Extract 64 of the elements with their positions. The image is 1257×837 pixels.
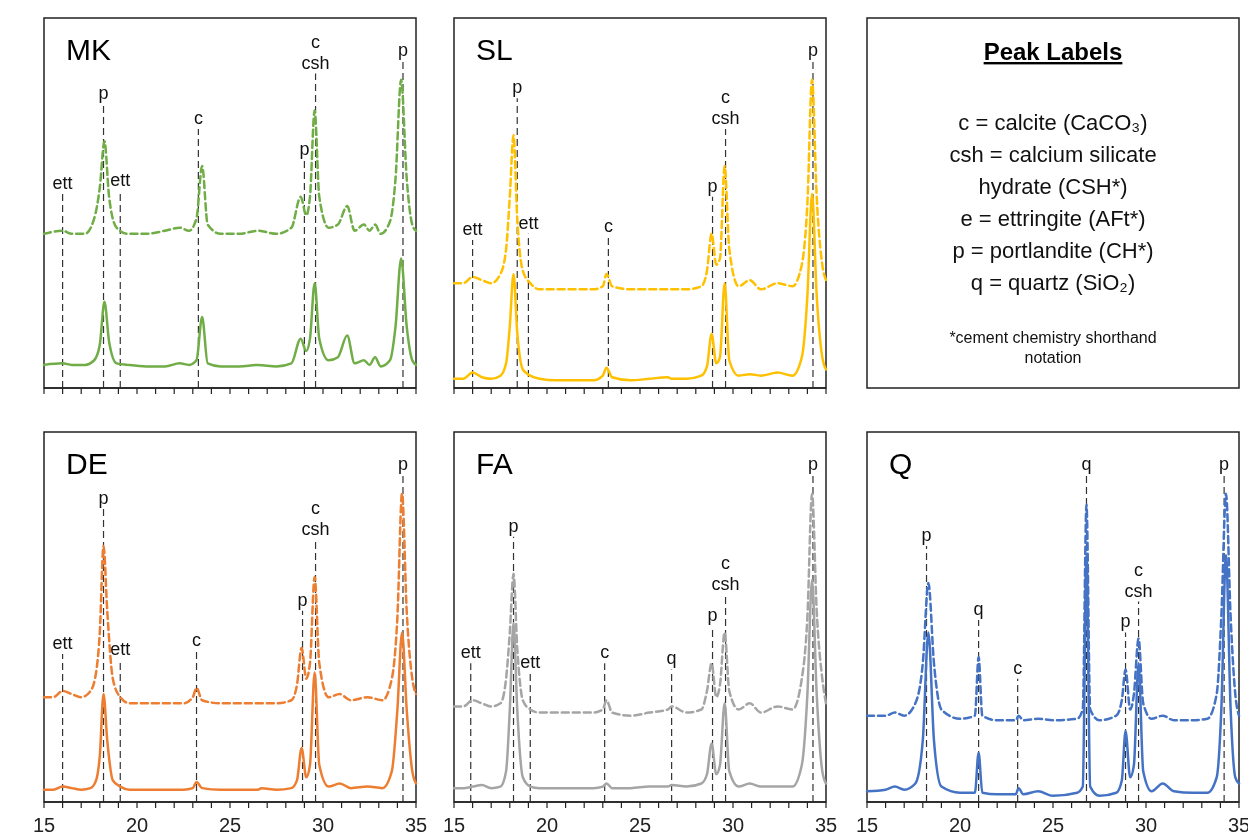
ref-line-label: ett [462,219,483,239]
ref-line-label: ett [520,651,541,672]
chart-title: SL [476,33,513,66]
ref-line-label: p [807,40,818,61]
chart-title: DE [66,447,108,480]
text: e = ettringite (AFt*) [960,206,1146,231]
ref-line-label: ett [52,172,73,193]
x-tick-label: 35 [404,814,428,836]
text: Peak Labels [983,38,1123,65]
x-tick-label: 25 [1041,814,1065,836]
ref-line-label: p [98,488,109,509]
ref-line-label: ett [518,212,539,233]
text: *cement chemistry shorthand [949,329,1157,346]
ref-line-label: p [397,454,408,475]
ref-line-label: p [1219,454,1230,475]
ref-line-label: c csh [1124,559,1153,601]
ref-line-label: c [193,108,203,128]
ref-line-label: q [666,648,677,669]
ref-line-label: p [707,175,718,196]
x-tick-label: 15 [32,814,56,836]
text: p = portlandite (CH*) [952,238,1154,263]
x-tick-label: 15 [855,814,879,836]
ref-line-label: q [973,599,984,620]
ref-line-label: ett [110,639,131,660]
ref-line-label: c csh [711,553,740,595]
x-tick-label: 20 [948,814,972,836]
chart-title: FA [476,447,513,480]
ref-line-label: p [807,454,818,475]
ref-line-label: c [600,642,610,663]
x-tick-label: 20 [535,814,559,836]
ref-line-label: p [1120,611,1131,632]
text: notation [1024,349,1082,366]
x-tick-label: 30 [311,814,335,836]
ref-line-label: c [1013,657,1023,678]
ref-line-label: c csh [301,497,330,539]
ref-line-label: c [603,215,613,236]
ref-line-label: c csh [301,31,330,73]
ref-line-label: p [98,83,109,104]
ref-line-label: c csh [711,87,740,128]
ref-line-label: p [508,515,519,536]
ref-line-label: p [397,40,408,61]
ref-line-label: p [921,525,932,546]
ref-line-label: ett [460,642,481,663]
chart-title: MK [66,33,111,66]
text: q = quartz (SiO₂) [970,270,1136,295]
x-tick-label: 25 [218,814,242,836]
x-tick-label: 35 [814,814,838,836]
ref-line-label: p [297,589,308,610]
x-tick-label: 25 [628,814,652,836]
x-tick-label: 30 [721,814,745,836]
ref-line-label: ett [110,169,131,190]
ref-line-label: ett [52,633,73,653]
x-tick-label: 15 [442,814,466,836]
ref-line-label: q [1081,454,1092,475]
x-tick-label: 20 [125,814,149,836]
x-tick-label: 30 [1134,814,1158,836]
text: csh = calcium silicate [949,142,1157,167]
text: c = calcite (CaCO₃) [958,110,1148,135]
ref-line-label: c [192,629,202,650]
text: hydrate (CSH*) [978,174,1128,199]
chart-title: Q [889,447,913,480]
ref-line-label: p [512,77,523,98]
ref-line-label: p [299,138,310,159]
ref-line-label: p [707,605,718,626]
